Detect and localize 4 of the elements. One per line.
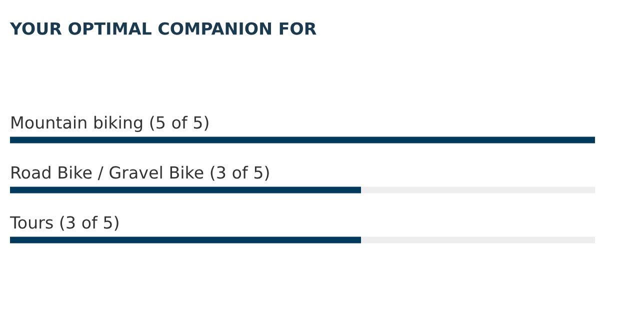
y-tick-label: Mountain biking (5 of 5) [12, 116, 208, 132]
chart-title: YOUR OPTIMAL COMPANION FOR [10, 22, 316, 35]
y-tick-label: Road Bike / Gravel Bike (3 of 5) [12, 166, 269, 181]
y-tick-label: Tours (3 of 5) [10, 216, 118, 231]
